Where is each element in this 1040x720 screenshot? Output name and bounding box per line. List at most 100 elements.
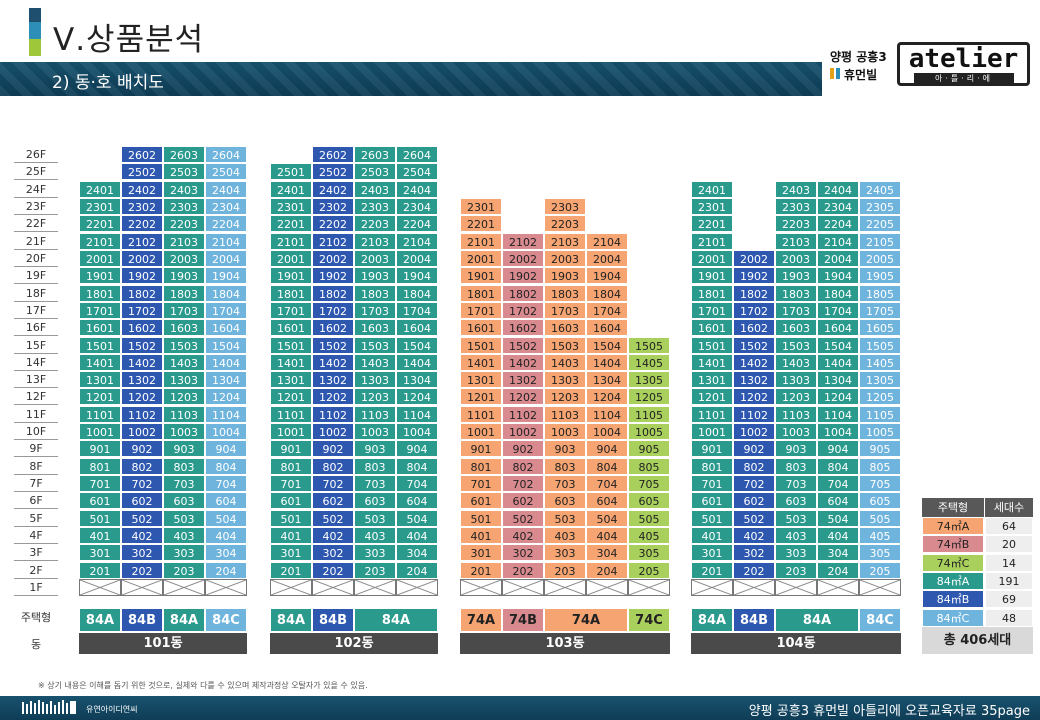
unit-cell: 2005	[859, 249, 901, 267]
unit-cell: 1302	[733, 371, 775, 389]
unit-cell: 303	[544, 544, 586, 562]
unit-cell: 1901	[460, 267, 502, 285]
unit-cell: 701	[460, 475, 502, 493]
floor-label: 11F	[14, 406, 58, 423]
pilotis-cell	[79, 579, 121, 596]
unit-cell: 2602	[121, 146, 163, 163]
unit-cell: 1504	[586, 336, 628, 354]
type-cell: 84A	[79, 608, 121, 632]
unit-cell: 1302	[312, 371, 354, 389]
floor-label: 5F	[14, 510, 58, 527]
unit-cell: 1102	[312, 405, 354, 423]
unit-cell: 803	[775, 457, 817, 475]
unit-cell: 1502	[121, 336, 163, 354]
unit-cell: 1403	[354, 353, 396, 371]
floor-label: 19F	[14, 267, 58, 285]
unit-cell: 1704	[205, 301, 247, 319]
legend-type: 74㎡B	[922, 535, 984, 554]
unit-cell: 704	[586, 475, 628, 493]
row-label-type: 주택형	[20, 611, 52, 624]
unit-cell: 204	[396, 561, 438, 579]
unit-cell: 1205	[628, 388, 670, 406]
unit-cell: 1801	[691, 284, 733, 302]
unit-cell: 1903	[354, 267, 396, 285]
unit-cell: 1902	[121, 267, 163, 285]
unit-cell: 604	[205, 492, 247, 510]
unit-cell: 2503	[163, 163, 205, 181]
unit-cell: 2201	[691, 215, 733, 233]
unit-cell: 704	[205, 475, 247, 493]
unit-cell: 1403	[544, 353, 586, 371]
unit-cell: 504	[586, 509, 628, 527]
unit-cell: 1804	[586, 284, 628, 302]
unit-cell: 2001	[79, 249, 121, 267]
unit-cell: 203	[544, 561, 586, 579]
unit-cell: 2303	[775, 197, 817, 215]
unit-cell: 1201	[691, 388, 733, 406]
floor-label: 4F	[14, 527, 58, 545]
unit-cell: 1501	[270, 336, 312, 354]
unit-cell: 1703	[163, 301, 205, 319]
unit-cell: 702	[502, 475, 544, 493]
unit-cell: 1105	[628, 405, 670, 423]
unit-cell: 1102	[502, 405, 544, 423]
unit-cell: 1002	[733, 423, 775, 441]
unit-cell: 1904	[205, 267, 247, 285]
unit-cell: 2004	[205, 249, 247, 267]
unit-cell: 1003	[354, 423, 396, 441]
unit-cell: 2102	[121, 232, 163, 250]
unit-cell: 1104	[586, 405, 628, 423]
unit-cell: 1802	[121, 284, 163, 302]
unit-cell: 402	[312, 527, 354, 545]
unit-cell: 2003	[775, 249, 817, 267]
unit-cell: 1501	[79, 336, 121, 354]
unit-cell: 701	[270, 475, 312, 493]
unit-cell: 2002	[121, 249, 163, 267]
unit-cell: 404	[205, 527, 247, 545]
floor-label: 24F	[14, 181, 58, 198]
accent-bar-top	[29, 8, 41, 22]
unit-cell: 2302	[121, 197, 163, 215]
type-cell: 74B	[502, 608, 544, 632]
unit-cell: 1902	[312, 267, 354, 285]
building-name: 104동	[691, 633, 901, 654]
unit-cell: 1203	[354, 388, 396, 406]
pilotis-cell	[205, 579, 247, 596]
unit-cell: 1101	[79, 405, 121, 423]
type-cell: 84B	[121, 608, 163, 632]
unit-cell: 1201	[79, 388, 121, 406]
unit-cell: 1903	[163, 267, 205, 285]
unit-cell: 904	[396, 440, 438, 458]
unit-cell: 1704	[586, 301, 628, 319]
unit-cell: 1901	[691, 267, 733, 285]
unit-cell: 2403	[163, 180, 205, 198]
unit-cell: 603	[163, 492, 205, 510]
unit-cell: 2003	[163, 249, 205, 267]
unit-cell: 2603	[354, 146, 396, 163]
unit-cell: 203	[354, 561, 396, 579]
unit-cell: 301	[460, 544, 502, 562]
unit-cell: 502	[502, 509, 544, 527]
unit-cell: 2101	[270, 232, 312, 250]
unit-cell: 1703	[354, 301, 396, 319]
unit-cell: 2201	[270, 215, 312, 233]
unit-cell: 1004	[396, 423, 438, 441]
unit-cell: 201	[79, 561, 121, 579]
unit-cell: 1304	[396, 371, 438, 389]
unit-cell: 1403	[163, 353, 205, 371]
floor-label: 17F	[14, 302, 58, 319]
unit-cell: 2103	[544, 232, 586, 250]
pilotis-cell	[544, 579, 586, 596]
unit-cell: 2603	[163, 146, 205, 163]
unit-cell: 804	[817, 457, 859, 475]
page-subtitle: 2) 동·호 배치도	[52, 73, 164, 93]
unit-cell: 1103	[163, 405, 205, 423]
unit-cell: 901	[79, 440, 121, 458]
floor-label: 13F	[14, 371, 58, 389]
unit-cell: 905	[628, 440, 670, 458]
unit-cell: 903	[163, 440, 205, 458]
unit-cell: 1002	[121, 423, 163, 441]
unit-cell: 1202	[733, 388, 775, 406]
unit-cell: 504	[817, 509, 859, 527]
